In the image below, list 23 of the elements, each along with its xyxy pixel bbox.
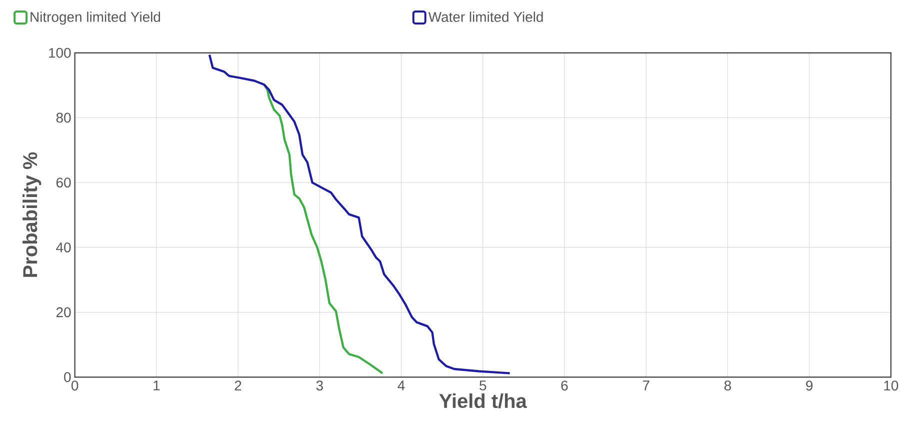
x-tick-label: 3 — [316, 380, 323, 391]
x-tick-label: 0 — [71, 380, 78, 391]
x-tick-label: 4 — [398, 380, 405, 390]
y-tick-label: 20 — [56, 307, 71, 318]
y-tick-label: 100 — [49, 48, 71, 58]
x-tick-label: 1 — [154, 380, 160, 390]
x-tick-label: 6 — [561, 380, 568, 391]
legend-label: Nitrogen limited Yield — [30, 12, 160, 25]
y-tick-label: 0 — [64, 372, 71, 382]
line-series — [263, 84, 384, 374]
y-tick-label: 40 — [56, 242, 71, 252]
x-tick-label: 8 — [724, 380, 731, 391]
y-tick-label: 80 — [56, 112, 71, 123]
x-axis-title: Yield t/ha — [439, 393, 527, 408]
y-tick-label: 60 — [56, 178, 71, 188]
x-tick-label: 5 — [480, 380, 486, 390]
y-axis-title: Probability % — [22, 152, 42, 277]
x-tick-label: 9 — [806, 380, 813, 391]
x-tick-label: 7 — [642, 380, 650, 390]
legend-label: Water limited Yield — [428, 12, 543, 22]
x-tick-label: 10 — [884, 380, 898, 391]
line-series — [208, 54, 511, 374]
x-tick-label: 2 — [234, 380, 242, 390]
